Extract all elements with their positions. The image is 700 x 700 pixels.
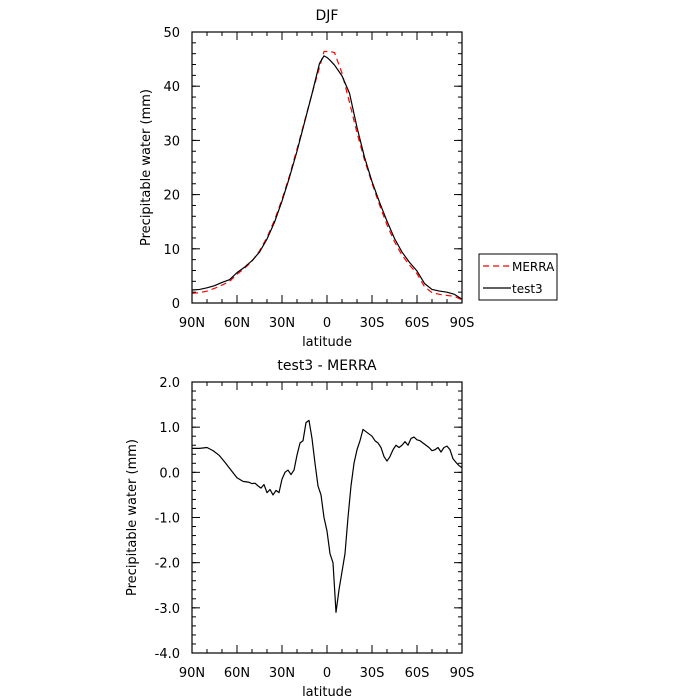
x-tick-label: 60S [405, 316, 430, 331]
y-tick-label: -4.0 [155, 647, 180, 662]
x-axis-label: latitude [302, 335, 352, 350]
chart-title: DJF [316, 8, 339, 24]
series-line-test3 [191, 55, 463, 300]
x-tick-label: 30N [269, 666, 295, 681]
chart-title: test3 - MERRA [277, 358, 377, 374]
legend: MERRA test3 [478, 253, 558, 301]
y-tick-label: -1.0 [155, 512, 180, 527]
chart-panel-1: DJF 90N 60N 30N 0 30S 60S 90S 0 10 20 30 40 50 latitud… [139, 8, 474, 350]
y-tick-label: 0.0 [159, 466, 180, 481]
x-tick-label: 90S [450, 316, 475, 331]
series-line-difference [192, 419, 463, 613]
y-tick-label: 40 [163, 80, 180, 95]
x-tick-label: 0 [323, 666, 331, 681]
y-tick-label: 0 [172, 297, 180, 312]
x-tick-label: 30N [269, 316, 295, 331]
plot-frame [191, 381, 463, 654]
y-tick-label: 30 [163, 134, 180, 149]
legend-label-merra: MERRA [512, 260, 555, 274]
x-tick-label: 60S [405, 666, 430, 681]
y-tick-label: 2.0 [159, 376, 180, 391]
legend-label-test3: test3 [512, 282, 543, 296]
x-axis-label: latitude [302, 685, 352, 700]
y-axis-label: Precipitable water (mm) [139, 89, 154, 246]
series-line-merra [191, 50, 463, 301]
x-tick-label: 90N [179, 316, 205, 331]
legend-box [478, 253, 558, 301]
y-axis-label: Precipitable water (mm) [125, 439, 140, 596]
x-tick-label: 60N [224, 316, 250, 331]
x-tick-label: 90S [450, 666, 475, 681]
x-tick-label: 60N [224, 666, 250, 681]
y-tick-label: 50 [163, 26, 180, 41]
chart-panel-2: test3 - MERRA 90N 60N 30N 0 30S 60S 90S -4.0 -3.0… [125, 358, 474, 700]
plot-frame [191, 31, 463, 304]
x-tick-label: 90N [179, 666, 205, 681]
y-tick-label: 10 [163, 243, 180, 258]
y-tick-label: -3.0 [155, 602, 180, 617]
x-tick-label: 0 [323, 316, 331, 331]
y-tick-label: 20 [163, 189, 180, 204]
y-tick-label: 1.0 [159, 421, 180, 436]
x-tick-label: 30S [360, 316, 385, 331]
x-tick-label: 30S [360, 666, 385, 681]
y-tick-label: -2.0 [155, 557, 180, 572]
